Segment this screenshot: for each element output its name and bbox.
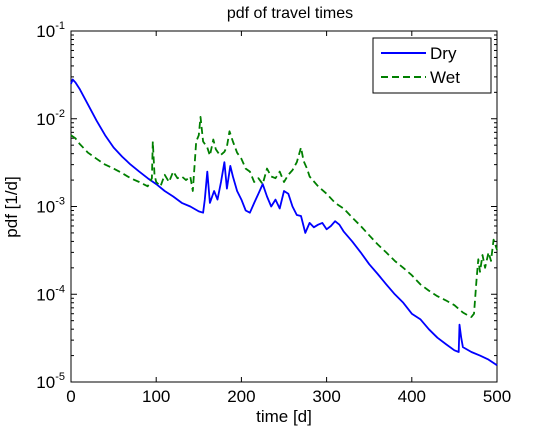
- legend: Dry Wet: [372, 37, 492, 94]
- y-tick-exponent: -4: [55, 283, 65, 295]
- y-axis-label: pdf [1/d]: [2, 176, 21, 237]
- y-tick-base: 10: [36, 198, 55, 217]
- chart-title: pdf of travel times: [227, 5, 353, 22]
- y-tick-exponent: -3: [55, 196, 65, 208]
- axis-ticks: [70, 30, 498, 383]
- x-tick-label: 400: [398, 387, 426, 406]
- y-tick-label: 10-1: [36, 20, 65, 41]
- y-tick-label: 10-2: [36, 108, 65, 129]
- legend-label-wet: Wet: [430, 68, 460, 87]
- y-tick-exponent: -1: [55, 20, 65, 32]
- y-tick-exponent: -5: [55, 371, 65, 383]
- y-tick-label: 10-4: [36, 283, 65, 304]
- y-tick-base: 10: [36, 373, 55, 392]
- x-axis-label: time [d]: [256, 407, 312, 426]
- series-line-dry: [70, 78, 498, 367]
- y-tick-exponent: -2: [55, 108, 65, 120]
- y-tick-labels: 10-510-410-310-210-1: [36, 20, 65, 392]
- x-tick-labels: 0 100 200 300 400 500: [66, 387, 511, 406]
- x-tick-label: 500: [483, 387, 511, 406]
- x-tick-label: 100: [142, 387, 170, 406]
- y-tick-base: 10: [36, 22, 55, 41]
- legend-box: [372, 37, 492, 94]
- y-tick-base: 10: [36, 110, 55, 129]
- x-tick-label: 0: [66, 387, 75, 406]
- y-tick-base: 10: [36, 285, 55, 304]
- x-tick-label: 300: [312, 387, 340, 406]
- legend-label-dry: Dry: [430, 44, 457, 63]
- series-layer: [70, 78, 498, 367]
- series-line-wet: [70, 116, 498, 318]
- y-tick-label: 10-3: [36, 196, 65, 217]
- x-tick-label: 200: [227, 387, 255, 406]
- y-tick-label: 10-5: [36, 371, 65, 392]
